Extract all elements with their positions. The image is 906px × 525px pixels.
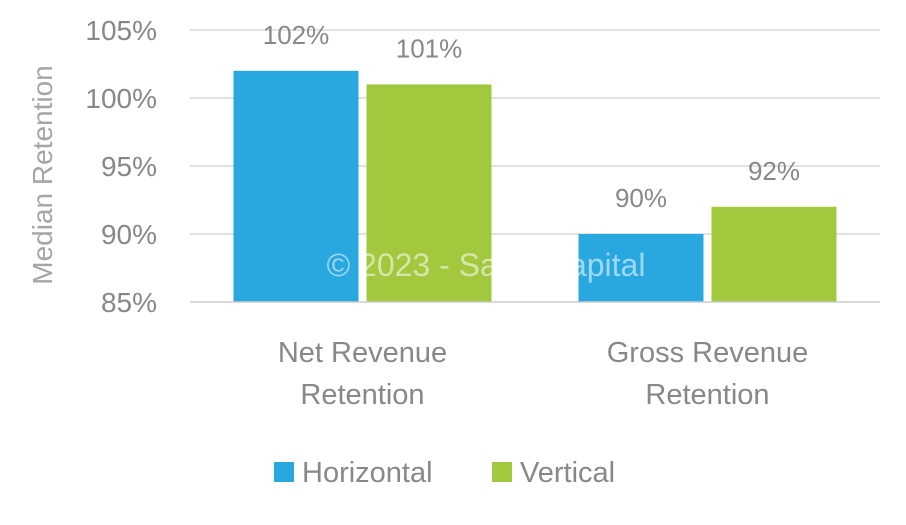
x-tick-label: Retention [300, 379, 424, 411]
data-label: 101% [396, 33, 463, 63]
data-labels: 102% 101% 90% 92% [263, 20, 800, 213]
bar-horizontal-1 [578, 234, 704, 302]
legend: Horizontal Vertical [274, 457, 615, 489]
y-axis-title: Median Retention [27, 65, 58, 284]
x-tick-label: Gross Revenue [607, 337, 809, 369]
y-tick-label: 85% [101, 287, 157, 318]
data-label: 90% [615, 183, 667, 213]
legend-label-horizontal: Horizontal [302, 457, 433, 489]
data-label: 92% [748, 156, 800, 186]
data-label: 102% [263, 20, 330, 50]
legend-label-vertical: Vertical [520, 457, 615, 489]
y-tick-label: 90% [101, 219, 157, 250]
x-axis: Net Revenue Retention Gross Revenue Retenti… [278, 337, 808, 411]
y-axis: 85% 90% 95% 100% 105% [85, 15, 157, 318]
x-tick-label: Net Revenue [278, 337, 447, 369]
legend-swatch-vertical [492, 462, 512, 482]
bar-horizontal-0 [233, 70, 359, 302]
y-tick-label: 95% [101, 151, 157, 182]
y-tick-label: 100% [85, 83, 157, 114]
bars [190, 70, 880, 303]
bar-vertical-0 [366, 84, 492, 303]
bar-vertical-1 [711, 206, 837, 302]
legend-swatch-horizontal [274, 462, 294, 482]
watermark: © 2023 - SaaS Capital [327, 247, 646, 283]
x-tick-label: Retention [645, 379, 769, 411]
y-tick-label: 105% [85, 15, 157, 46]
